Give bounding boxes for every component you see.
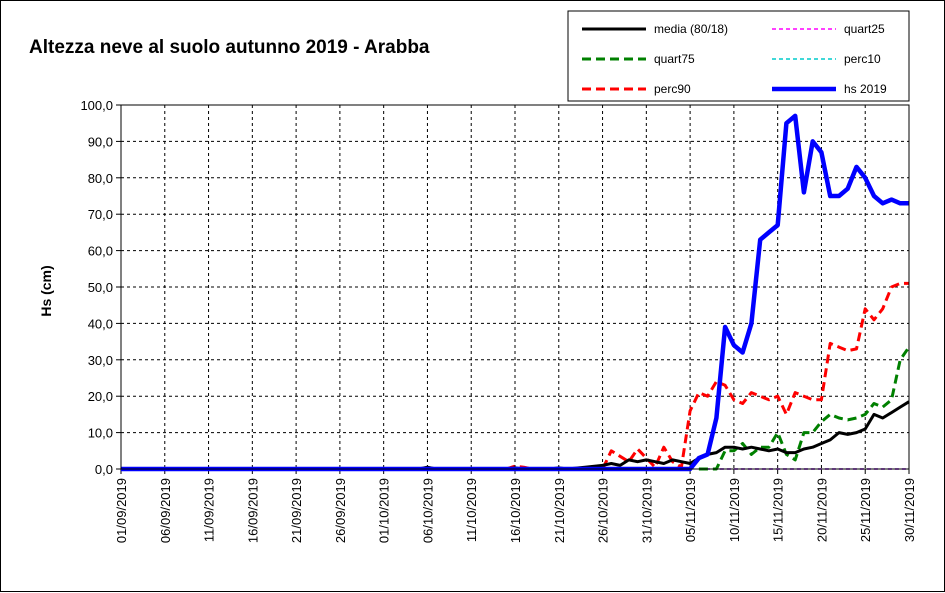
y-tick-label: 30,0	[88, 353, 113, 368]
y-axis-ticks: 0,0 10,0 20,0 30,0 40,0 50,0 60,0 70,0 80,0 90,0 1…	[80, 98, 121, 477]
x-tick-label: 15/11/2019	[771, 478, 786, 542]
x-tick-label: 06/09/2019	[158, 478, 173, 543]
x-tick-label: 25/11/2019	[858, 478, 873, 542]
y-tick-label: 20,0	[88, 389, 113, 404]
series-line-quart75	[698, 346, 911, 471]
series-line-hs-2019	[121, 113, 909, 472]
x-tick-label: 05/11/2019	[683, 478, 698, 542]
plot-border	[120, 104, 910, 470]
chart-title: Altezza neve al suolo autunno 2019 - Ara…	[29, 37, 430, 58]
x-tick-label: 11/10/2019	[464, 478, 479, 542]
x-tick-label: 11/09/2019	[202, 478, 217, 542]
y-tick-label: 50,0	[88, 280, 113, 295]
y-tick-label: 0,0	[95, 462, 113, 477]
x-tick-label: 26/09/2019	[333, 478, 348, 543]
y-tick-label: 40,0	[88, 316, 113, 331]
x-tick-label: 30/11/2019	[902, 478, 917, 542]
x-tick-label: 01/10/2019	[377, 478, 392, 543]
x-tick-label: 06/10/2019	[420, 478, 435, 543]
y-tick-label: 80,0	[88, 171, 113, 186]
legend: media (80/18) quart25 quart75 perc10 perc90 h…	[567, 10, 910, 102]
x-tick-label: 21/10/2019	[552, 478, 567, 543]
x-tick-label: 16/10/2019	[508, 478, 523, 543]
series-line-perc90	[505, 281, 909, 471]
legend-label: media (80/18)	[654, 22, 728, 36]
x-tick-label: 01/09/2019	[114, 478, 129, 543]
legend-label: quart75	[654, 52, 695, 66]
x-tick-label: 31/10/2019	[639, 478, 654, 543]
legend-label: perc10	[844, 52, 881, 66]
x-tick-label: 16/09/2019	[245, 478, 260, 543]
y-tick-label: 90,0	[88, 134, 113, 149]
y-tick-label: 100,0	[80, 98, 113, 113]
legend-label: hs 2019	[844, 82, 887, 96]
x-tick-label: 26/10/2019	[596, 478, 611, 543]
y-tick-label: 10,0	[88, 426, 113, 441]
y-axis-label: Hs (cm)	[38, 265, 54, 316]
x-tick-label: 20/11/2019	[814, 478, 829, 542]
y-tick-label: 70,0	[88, 207, 113, 222]
x-axis-ticks: 01/09/2019 06/09/2019 11/09/2019 16/09/2019…	[114, 469, 917, 543]
legend-label: perc90	[654, 82, 691, 96]
y-tick-label: 60,0	[88, 244, 113, 259]
legend-box	[567, 10, 910, 102]
x-tick-label: 21/09/2019	[289, 478, 304, 543]
legend-label: quart25	[844, 22, 885, 36]
x-tick-label: 10/11/2019	[727, 478, 742, 542]
